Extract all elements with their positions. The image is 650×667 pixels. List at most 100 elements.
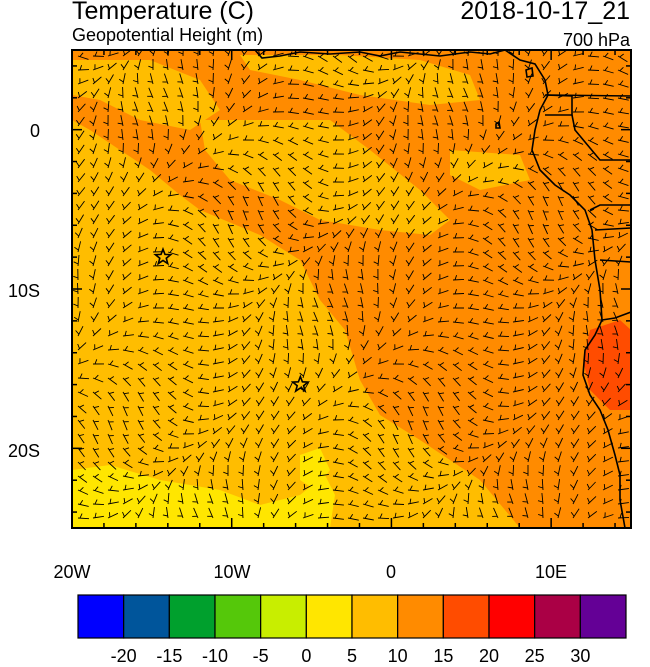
wind-barb [317, 164, 329, 173]
wind-barb [617, 456, 629, 463]
wind-barb [347, 459, 358, 468]
wind-barb [162, 507, 169, 519]
wind-barb [75, 214, 84, 225]
wind-barb [177, 493, 184, 505]
wind-barb [392, 374, 404, 383]
wind-barb [617, 178, 629, 187]
wind-barb [272, 167, 281, 177]
wind-barb [272, 50, 284, 57]
wind-barb [257, 63, 268, 71]
wind-barb [467, 275, 479, 283]
wind-barb [542, 166, 552, 176]
wind-barb [492, 59, 499, 71]
wind-barb [527, 223, 534, 235]
wind-barb [527, 385, 538, 393]
wind-barb [167, 234, 179, 242]
wind-barb [73, 268, 79, 281]
wind-barb [317, 80, 329, 88]
wind-barb [377, 358, 389, 365]
wind-barb [197, 401, 210, 408]
wind-barb [584, 367, 592, 379]
wind-barb [137, 362, 148, 371]
wind-barb [602, 219, 614, 227]
wind-barb [437, 331, 449, 338]
wind-barb [152, 332, 164, 340]
wind-barb [332, 457, 344, 465]
wind-barb [482, 249, 493, 259]
wind-barb [255, 396, 265, 407]
wind-barb [163, 128, 169, 141]
map-subtitle: Geopotential Height (m) [72, 25, 264, 45]
wind-barb [90, 172, 99, 183]
wind-barb [222, 479, 229, 491]
wind-barb [462, 59, 469, 71]
wind-barb [197, 277, 209, 286]
wind-barb [392, 344, 404, 351]
wind-barb [149, 493, 158, 505]
wind-barb [602, 165, 613, 175]
wind-barb [212, 276, 224, 285]
wind-barb [555, 396, 565, 407]
wind-barb [297, 325, 304, 337]
wind-barb [357, 310, 364, 323]
wind-barb [602, 107, 614, 115]
wind-barb [451, 481, 461, 491]
wind-barb [332, 415, 345, 421]
wind-barb [602, 470, 614, 477]
wind-barb [182, 303, 194, 311]
wind-barb [332, 67, 344, 76]
wind-barb [268, 353, 276, 365]
wind-barb [612, 283, 619, 295]
wind-barb [242, 250, 252, 260]
wind-barb [437, 246, 449, 253]
wind-barb [241, 397, 251, 407]
wind-barb [420, 171, 429, 183]
wind-barb [107, 360, 119, 368]
wind-barb [182, 249, 193, 259]
wind-barb [167, 176, 179, 183]
wind-barb [467, 317, 479, 325]
wind-barb [377, 433, 385, 444]
wind-barb [182, 191, 194, 199]
wind-barb [287, 93, 300, 100]
wind-barb [272, 121, 284, 129]
wind-barb [137, 433, 146, 443]
wind-barb [182, 416, 194, 423]
wind-barb [452, 317, 464, 324]
wind-barb [524, 451, 531, 463]
wind-barb [270, 381, 279, 393]
wind-barb [282, 338, 289, 351]
wind-barb [287, 234, 299, 242]
wind-barb [466, 467, 476, 477]
wind-barb [151, 481, 161, 491]
wind-barb [302, 498, 314, 505]
wind-barb [407, 419, 414, 431]
wind-barb [478, 114, 484, 127]
wind-barb [447, 101, 454, 113]
wind-barb [152, 444, 164, 453]
wind-barb [268, 324, 275, 337]
wind-barb [107, 344, 120, 351]
wind-barb [417, 115, 424, 127]
wind-barb [212, 163, 224, 171]
wind-barb [555, 437, 564, 449]
wind-barb [168, 443, 179, 449]
wind-barb [225, 437, 234, 449]
wind-barb [570, 438, 580, 449]
wind-barb [482, 191, 494, 199]
wind-barb [317, 136, 329, 144]
colorbar-box [351, 594, 399, 639]
wind-barb [538, 506, 544, 519]
wind-barb [422, 498, 433, 505]
wind-barbs [73, 50, 630, 521]
wind-barb [152, 233, 165, 239]
wind-barb [377, 78, 389, 85]
wind-barb [347, 513, 359, 521]
wind-barb [136, 495, 146, 505]
wind-barb [137, 232, 149, 239]
wind-barb [437, 188, 447, 197]
wind-barb [209, 101, 217, 113]
wind-barb [301, 397, 311, 407]
wind-barb [257, 287, 268, 295]
wind-barb [332, 471, 344, 479]
